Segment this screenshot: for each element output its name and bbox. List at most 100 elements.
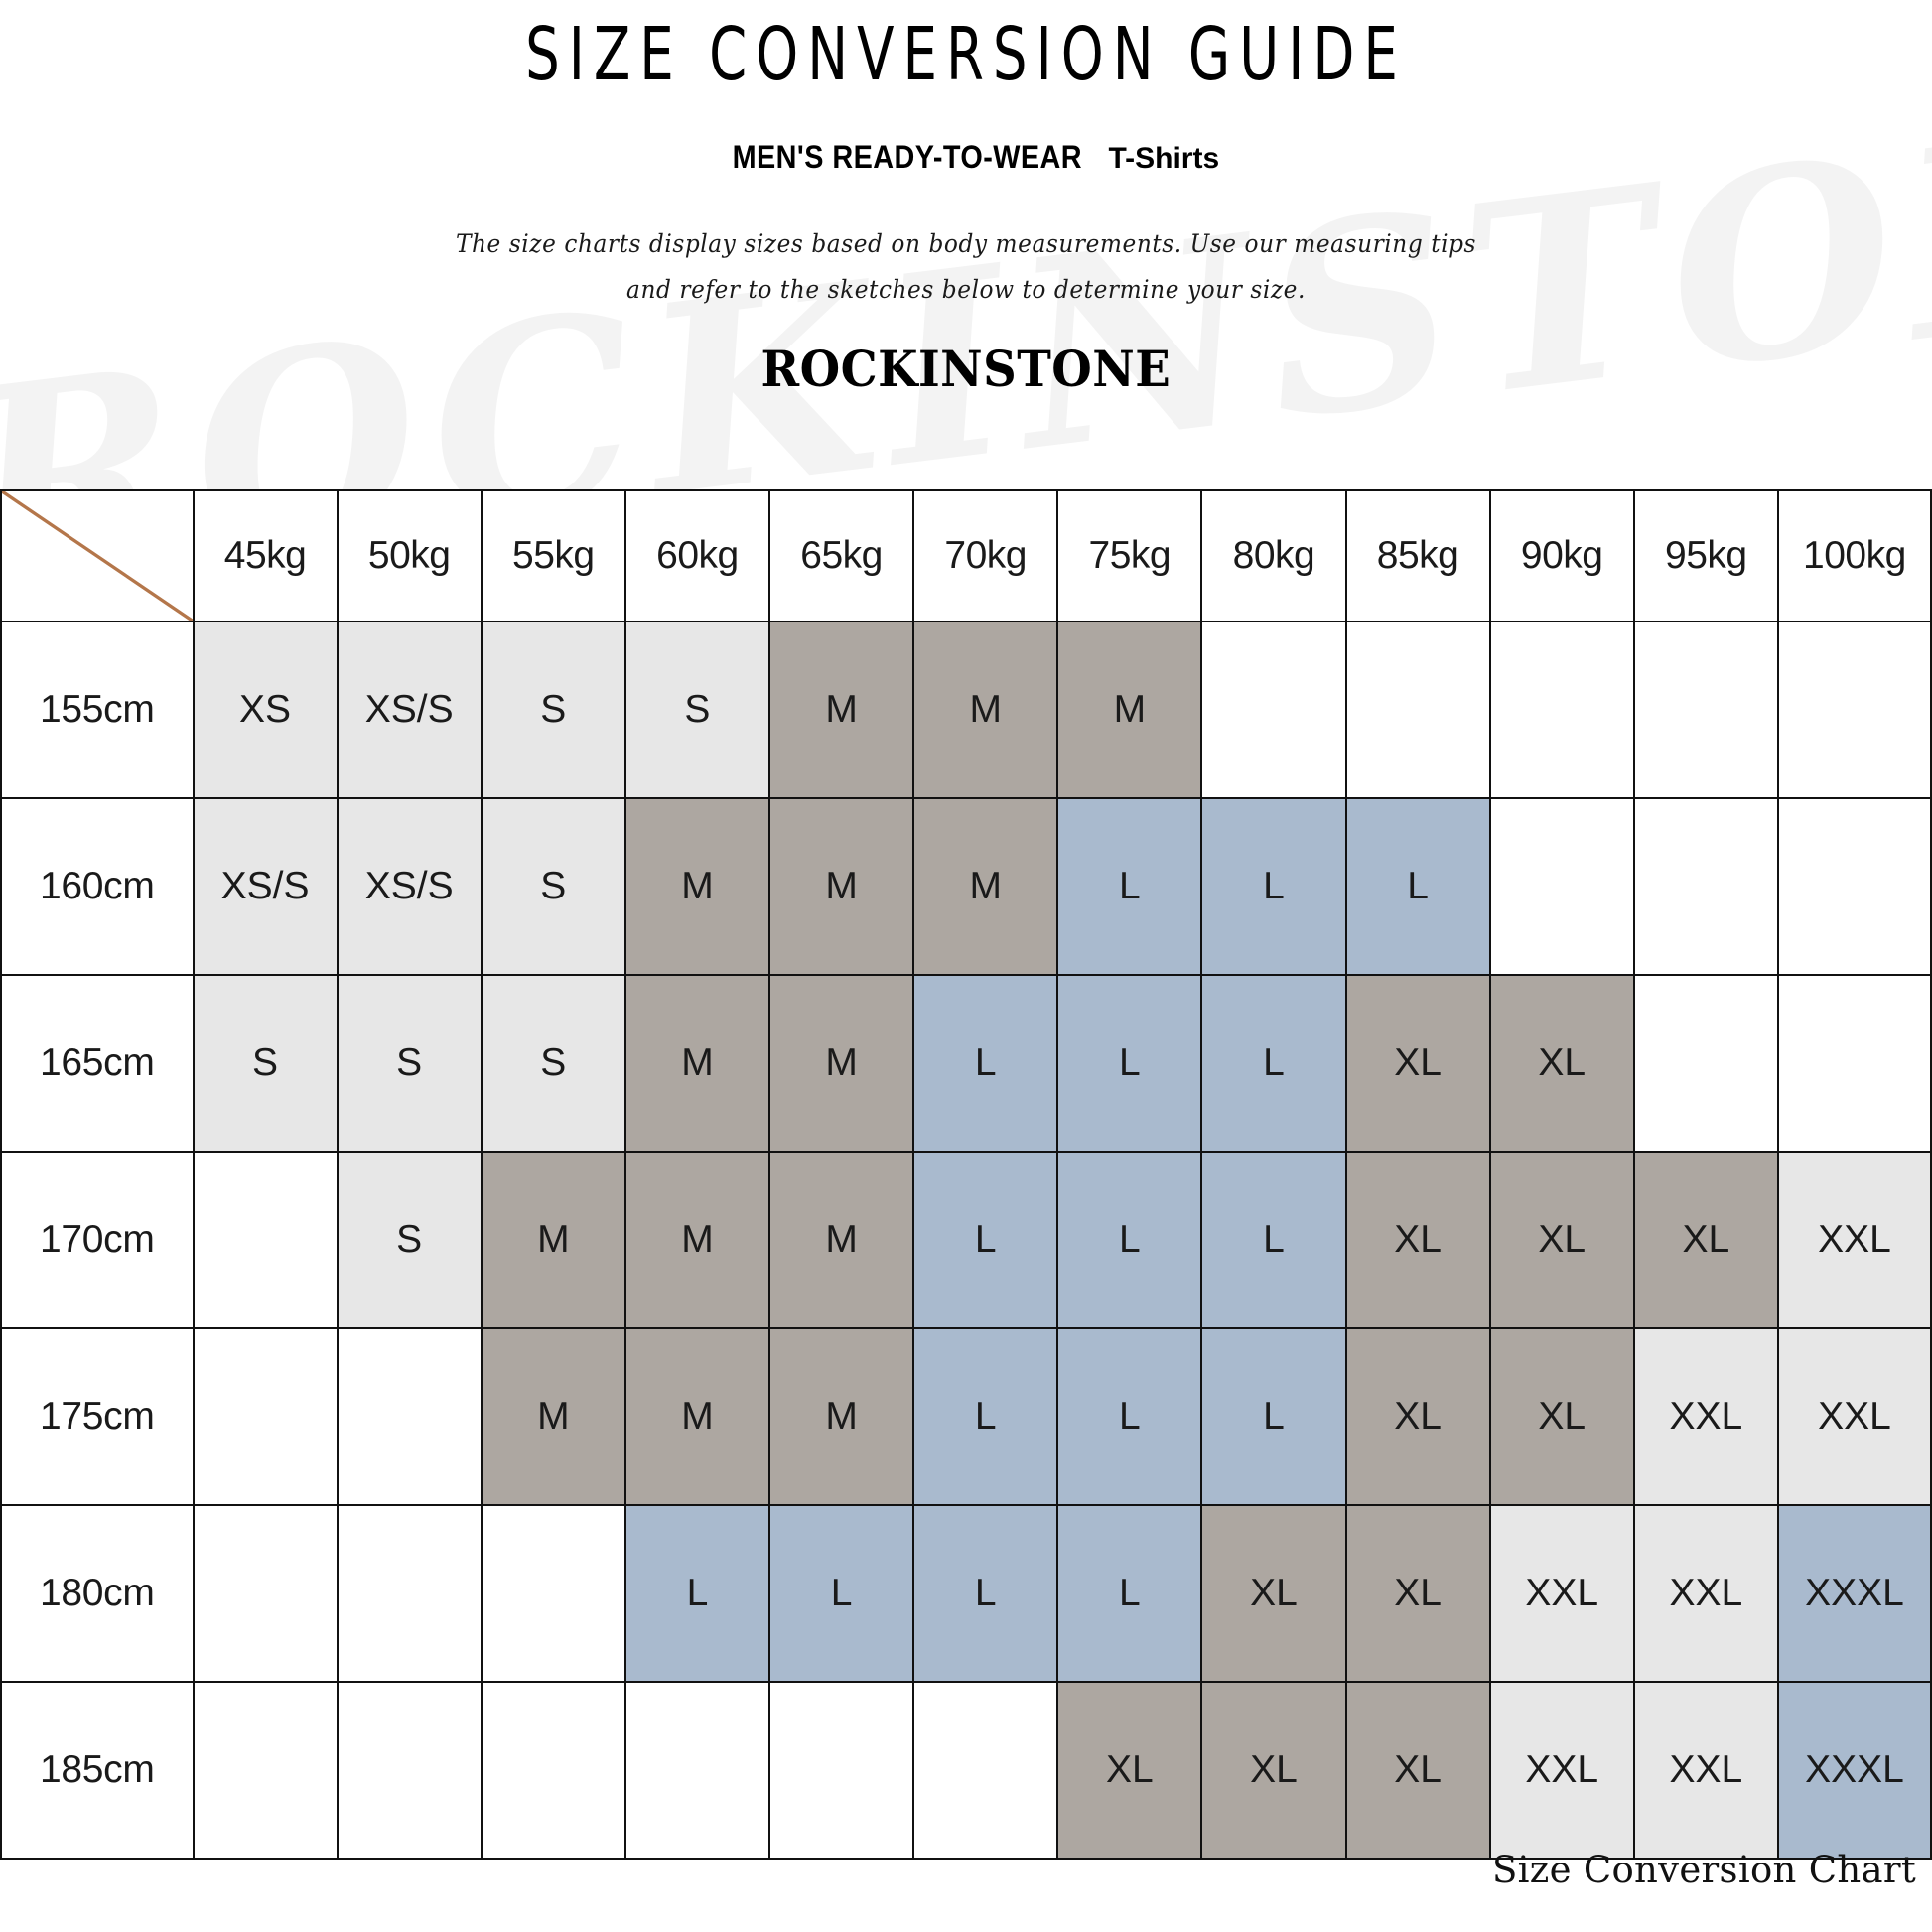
size-cell: XXL	[1776, 1327, 1932, 1506]
size-cell: L	[1200, 1151, 1347, 1329]
size-cell-empty	[480, 1681, 626, 1860]
size-cell: XXXL	[1776, 1504, 1932, 1683]
row-header-height: 170cm	[0, 1151, 195, 1329]
size-cell: L	[1056, 1504, 1203, 1683]
size-cell: M	[767, 974, 915, 1153]
size-cell: M	[623, 1327, 771, 1506]
size-cell-empty	[623, 1681, 771, 1860]
size-cell: XL	[1344, 1327, 1491, 1506]
table-row: 180cm L L L L XL XL XXL XXL XXXL	[0, 1504, 1932, 1683]
size-cell: M	[767, 621, 915, 799]
size-cell: XXXL	[1776, 1681, 1932, 1860]
table-row: 155cm XS XS/S S S M M M	[0, 621, 1932, 799]
size-cell: XXL	[1632, 1327, 1779, 1506]
size-cell: XL	[1488, 1327, 1635, 1506]
column-header-weight: 80kg	[1200, 489, 1347, 622]
size-cell: M	[623, 974, 771, 1153]
size-cell: M	[623, 1151, 771, 1329]
size-cell: M	[480, 1151, 626, 1329]
size-cell: XL	[1200, 1681, 1347, 1860]
size-cell-empty	[1776, 621, 1932, 799]
size-cell: S	[480, 974, 626, 1153]
size-cell: XL	[1344, 1504, 1491, 1683]
size-cell: XL	[1632, 1151, 1779, 1329]
size-cell: L	[767, 1504, 915, 1683]
column-header-weight: 85kg	[1344, 489, 1491, 622]
diagonal-divider-icon	[2, 492, 192, 620]
size-cell: XL	[1344, 974, 1491, 1153]
column-header-weight: 90kg	[1488, 489, 1635, 622]
column-header-weight: 75kg	[1056, 489, 1203, 622]
size-cell-empty	[1632, 797, 1779, 976]
size-cell: L	[912, 1327, 1059, 1506]
size-cell: XL	[1488, 974, 1635, 1153]
size-cell-empty	[336, 1681, 483, 1860]
size-cell: L	[1056, 1327, 1203, 1506]
row-header-height: 155cm	[0, 621, 195, 799]
size-cell: XS	[192, 621, 339, 799]
size-cell: XL	[1200, 1504, 1347, 1683]
size-cell-empty	[336, 1504, 483, 1683]
size-cell: XXL	[1632, 1681, 1779, 1860]
subtitle-category: MEN'S READY-TO-WEAR	[732, 139, 1082, 175]
size-cell: S	[336, 974, 483, 1153]
size-cell: L	[1200, 797, 1347, 976]
size-cell: XXL	[1488, 1504, 1635, 1683]
size-cell: M	[767, 1151, 915, 1329]
size-cell: XXL	[1632, 1504, 1779, 1683]
size-cell: L	[912, 974, 1059, 1153]
table-body: 155cm XS XS/S S S M M M 160cm XS/S XS/S S M M M L L L 165c…	[0, 621, 1932, 1860]
size-cell-empty	[1344, 621, 1491, 799]
size-cell-empty	[192, 1327, 339, 1506]
size-cell: XS/S	[336, 797, 483, 976]
size-cell: XL	[1344, 1151, 1491, 1329]
size-cell: XL	[1056, 1681, 1203, 1860]
size-cell: S	[192, 974, 339, 1153]
brand-name: ROCKINSTONE	[760, 339, 1172, 398]
size-cell: L	[1056, 974, 1203, 1153]
size-cell: L	[912, 1504, 1059, 1683]
size-cell-empty	[1488, 621, 1635, 799]
size-cell: XL	[1344, 1681, 1491, 1860]
size-cell-empty	[912, 1681, 1059, 1860]
size-cell-empty	[192, 1151, 339, 1329]
size-cell: M	[767, 1327, 915, 1506]
subtitle-product: T-Shirts	[1108, 142, 1220, 175]
footer-caption: Size Conversion Chart	[1492, 1849, 1916, 1891]
table-head: 45kg 50kg 55kg 60kg 65kg 70kg 75kg 80kg 85kg 90kg…	[0, 489, 1932, 622]
row-header-height: 175cm	[0, 1327, 195, 1506]
size-cell: XXL	[1488, 1681, 1635, 1860]
size-cell: XXL	[1776, 1151, 1932, 1329]
column-header-weight: 100kg	[1776, 489, 1932, 622]
table-row: 165cm S S S M M L L L XL XL	[0, 974, 1932, 1153]
size-cell-empty	[480, 1504, 626, 1683]
size-cell: M	[1056, 621, 1203, 799]
size-cell: L	[1056, 797, 1203, 976]
column-header-weight: 65kg	[767, 489, 915, 622]
header-row: 45kg 50kg 55kg 60kg 65kg 70kg 75kg 80kg 85kg 90kg…	[0, 489, 1932, 622]
size-cell: XS/S	[336, 621, 483, 799]
row-header-height: 180cm	[0, 1504, 195, 1683]
size-cell: XS/S	[192, 797, 339, 976]
size-cell-empty	[1632, 621, 1779, 799]
size-cell-empty	[1488, 797, 1635, 976]
size-cell-empty	[1776, 797, 1932, 976]
description-text: The size charts display sizes based on b…	[455, 229, 1477, 305]
column-header-weight: 95kg	[1632, 489, 1779, 622]
size-cell: L	[623, 1504, 771, 1683]
size-conversion-table: 45kg 50kg 55kg 60kg 65kg 70kg 75kg 80kg 85kg 90kg…	[0, 489, 1932, 1860]
table-row: 185cm XL XL XL XXL XXL XXXL	[0, 1681, 1932, 1860]
column-header-weight: 60kg	[623, 489, 771, 622]
size-cell: XL	[1488, 1151, 1635, 1329]
column-header-weight: 50kg	[336, 489, 483, 622]
size-cell-empty	[1200, 621, 1347, 799]
size-cell-empty	[192, 1504, 339, 1683]
size-cell: S	[480, 621, 626, 799]
row-header-height: 185cm	[0, 1681, 195, 1860]
table-row: 160cm XS/S XS/S S M M M L L L	[0, 797, 1932, 976]
size-cell: S	[480, 797, 626, 976]
size-cell: M	[480, 1327, 626, 1506]
size-cell: L	[912, 1151, 1059, 1329]
size-cell-empty	[336, 1327, 483, 1506]
